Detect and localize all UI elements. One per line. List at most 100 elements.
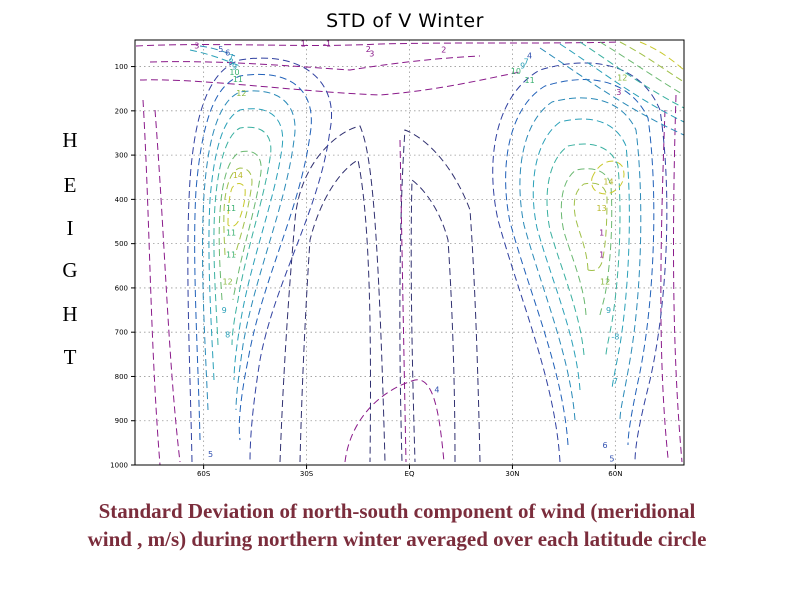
contour-label: 12 bbox=[600, 277, 610, 286]
contour-line bbox=[194, 73, 312, 441]
y-tick-label: 100 bbox=[115, 63, 128, 71]
contour-line bbox=[546, 143, 621, 356]
contour-label: 14 bbox=[603, 178, 613, 187]
contour-label: 8 bbox=[225, 330, 230, 339]
y-tick-label: 800 bbox=[115, 373, 128, 381]
contour-label: -1 bbox=[323, 40, 331, 49]
y-axis: 100 200 300 400 500 600 700 800 900 1000 bbox=[110, 63, 135, 470]
contour-label: 7 bbox=[613, 377, 618, 386]
contour-line bbox=[559, 43, 685, 123]
contour-label: 3 bbox=[369, 49, 374, 58]
contour-label: 3 bbox=[616, 88, 621, 97]
contour-label: 11 bbox=[226, 229, 236, 238]
contour-label: 9 bbox=[520, 62, 525, 71]
contour-line bbox=[410, 179, 456, 463]
contour-line bbox=[202, 90, 296, 411]
contour-line bbox=[279, 125, 386, 463]
contour-line bbox=[208, 108, 284, 381]
contour-line bbox=[213, 126, 272, 346]
ylabel-letter-h1: H bbox=[62, 128, 78, 152]
ylabel-letter-g: G bbox=[62, 258, 78, 282]
contour-label: 13 bbox=[597, 204, 607, 213]
contour-label: 11 bbox=[525, 76, 535, 85]
ylabel-letter-i: I bbox=[66, 216, 74, 240]
y-tick-label: 600 bbox=[115, 284, 128, 292]
contour-line bbox=[591, 160, 625, 195]
contour-label: 4 bbox=[434, 386, 439, 395]
contour-label: 11 bbox=[226, 204, 236, 213]
contour-label: 6 bbox=[603, 441, 608, 450]
contour-line bbox=[639, 41, 685, 71]
contour-label: 12 bbox=[617, 74, 627, 83]
ylabel-letter-h2: H bbox=[62, 302, 78, 326]
y-tick-label: 700 bbox=[115, 329, 128, 337]
contour-label: 6 bbox=[225, 48, 230, 57]
contour-line bbox=[573, 182, 608, 271]
y-tick-label: 900 bbox=[115, 417, 128, 425]
contour-line bbox=[399, 129, 481, 463]
contour-label: 5 bbox=[609, 454, 614, 463]
contour-line bbox=[139, 71, 521, 96]
contour-label: -8 bbox=[611, 333, 619, 342]
contour-line bbox=[149, 55, 481, 71]
contour-label: 9 bbox=[222, 306, 227, 315]
contour-line bbox=[539, 47, 685, 136]
grid bbox=[135, 40, 684, 465]
contour-label: 3 bbox=[194, 41, 199, 50]
contour-line bbox=[505, 79, 655, 446]
contour-label: 4 bbox=[527, 51, 532, 60]
contour-line bbox=[142, 99, 161, 466]
contour-label: 2 bbox=[441, 46, 446, 55]
contour-line bbox=[560, 168, 613, 316]
x-axis: 60S 30S EQ 30N 60N bbox=[197, 465, 622, 478]
y-tick-label: 200 bbox=[115, 107, 128, 115]
contour-line bbox=[154, 109, 181, 463]
contour-label: 14 bbox=[233, 171, 243, 180]
y-tick-label: 500 bbox=[115, 240, 128, 248]
contour-line bbox=[135, 41, 621, 47]
contour-line bbox=[492, 62, 668, 463]
contour-label: 1 bbox=[301, 40, 306, 49]
contour-line bbox=[187, 57, 332, 463]
contour-line bbox=[673, 94, 683, 463]
x-tick-label: EQ bbox=[405, 470, 415, 478]
contour-line bbox=[399, 139, 407, 463]
contour-line bbox=[299, 159, 371, 463]
contour-line bbox=[660, 109, 669, 459]
y-tick-label: 300 bbox=[115, 152, 128, 160]
contour-label: 11 bbox=[233, 75, 243, 84]
contour-line bbox=[619, 41, 685, 83]
contour-label: 12 bbox=[223, 277, 233, 286]
contour-line bbox=[532, 118, 630, 391]
x-tick-label: 30N bbox=[505, 470, 519, 478]
contour-line bbox=[519, 97, 642, 421]
contour-lines bbox=[135, 41, 685, 466]
contour-line bbox=[579, 41, 685, 109]
contour-line bbox=[599, 41, 685, 96]
contour-label: 10 bbox=[229, 68, 239, 77]
ylabel-letter-t: T bbox=[63, 345, 77, 369]
y-tick-label: 1000 bbox=[110, 462, 128, 470]
contour-line bbox=[199, 45, 236, 57]
contour-line bbox=[227, 183, 246, 227]
contour-label: 9 bbox=[606, 306, 611, 315]
contour-label: 7 bbox=[229, 53, 234, 62]
contour-label: 1 bbox=[599, 229, 604, 238]
contour-label: 10 bbox=[511, 67, 521, 76]
contour-line bbox=[189, 49, 241, 67]
caption-line-1: Standard Deviation of north-south compon… bbox=[98, 499, 696, 523]
caption-line-2: wind , m/s) during northern winter avera… bbox=[87, 527, 707, 551]
contour-label: 11 bbox=[226, 251, 236, 260]
y-tick-label: 400 bbox=[115, 196, 128, 204]
contour-label: 12 bbox=[236, 89, 246, 98]
contour-line bbox=[344, 379, 445, 463]
contour-label: 9 bbox=[232, 63, 237, 72]
contour-label: 5 bbox=[218, 45, 223, 54]
contour-label: 5 bbox=[208, 450, 213, 459]
contour-line bbox=[223, 167, 253, 256]
x-tick-label: 60N bbox=[608, 470, 622, 478]
x-tick-label: 30S bbox=[300, 470, 314, 478]
chart-title: STD of V Winter bbox=[326, 10, 484, 32]
